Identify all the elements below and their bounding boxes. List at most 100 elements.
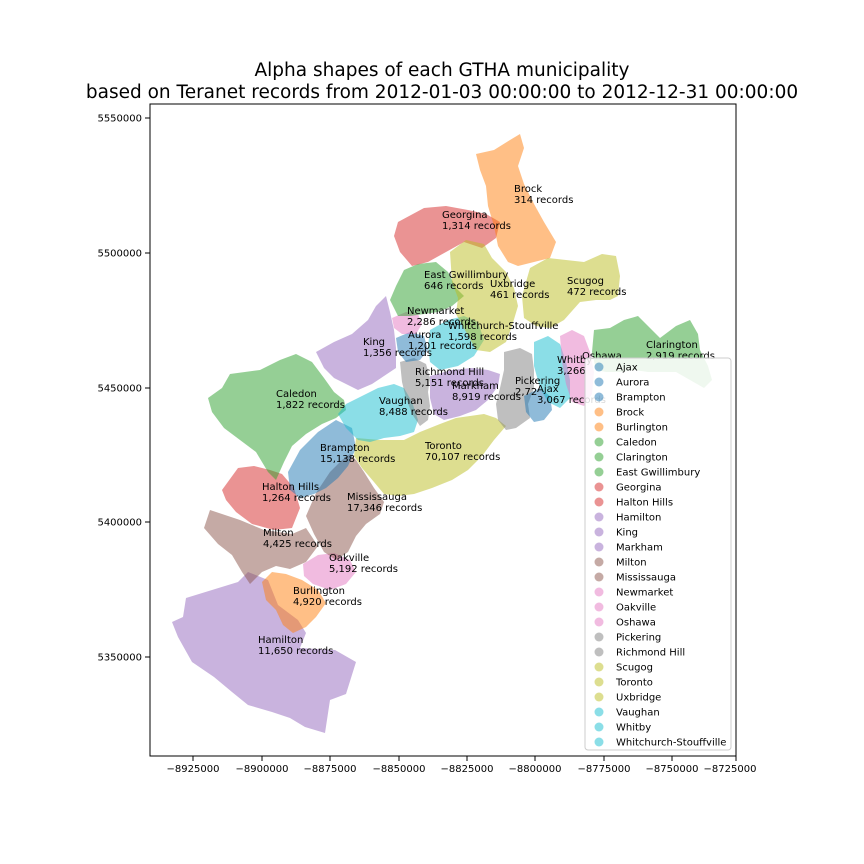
x-tick-label: −8775000: [578, 764, 631, 775]
label-toronto-records: 70,107 records: [425, 452, 500, 463]
label-brampton-name: Brampton: [320, 443, 370, 454]
municipality-regions: [172, 134, 712, 733]
x-tick-label: −8875000: [304, 764, 357, 775]
label-mississauga-records: 17,346 records: [347, 503, 422, 514]
x-tick-label: −8725000: [704, 764, 757, 775]
legend-marker: [594, 422, 604, 432]
legend-marker: [594, 737, 604, 747]
region-labels: Brock 314 records Georgina 1,314 records…: [258, 184, 715, 657]
legend-label: Markham: [616, 543, 663, 554]
legend-marker: [594, 377, 604, 387]
legend-label: Caledon: [616, 438, 657, 449]
label-georgina-records: 1,314 records: [442, 221, 511, 232]
label-clarington-name: Clarington: [646, 340, 698, 351]
legend-label: Aurora: [616, 378, 649, 389]
legend-marker: [594, 557, 604, 567]
legend-marker: [594, 707, 604, 717]
label-aurora-name: Aurora: [408, 330, 441, 341]
legend-marker: [594, 662, 604, 672]
label-burlington-records: 4,920 records: [293, 597, 362, 608]
label-halton-hills-name: Halton Hills: [262, 482, 319, 493]
region-burlington: [262, 572, 326, 633]
label-ajax-records: 3,067 records: [537, 395, 606, 406]
region-king: [316, 296, 396, 390]
region-scugog: [522, 254, 620, 328]
region-uxbridge: [450, 240, 518, 352]
legend-label: Hamilton: [616, 513, 661, 524]
legend-marker: [594, 587, 604, 597]
y-tick-label: 5550000: [97, 114, 142, 125]
legend-marker: [594, 632, 604, 642]
map-title-line-1: Alpha shapes of each GTHA municipality: [255, 60, 630, 81]
label-clarington-records: 2,919 records: [646, 351, 715, 362]
label-pickering-name: Pickering: [515, 376, 560, 387]
legend-label: Halton Hills: [616, 498, 673, 509]
label-east-gwillimbury-name: East Gwillimbury: [424, 270, 508, 281]
x-axis: −8925000 −8900000 −8875000 −8850000 −882…: [167, 756, 757, 775]
legend-label: Whitchurch-Stouffville: [616, 738, 726, 749]
x-tick-label: −8850000: [373, 764, 426, 775]
legend-marker: [594, 362, 604, 372]
region-markham: [430, 368, 500, 420]
legend-marker: [594, 542, 604, 552]
region-vaughan: [338, 384, 418, 442]
label-whitby-name: Whitby: [557, 355, 592, 366]
x-tick-label: −8900000: [236, 764, 289, 775]
legend-marker: [594, 722, 604, 732]
axes-frame: [149, 103, 737, 757]
legend-label: Uxbridge: [616, 693, 661, 704]
y-tick-label: 5400000: [97, 518, 142, 529]
label-newmarket-name: Newmarket: [407, 306, 464, 317]
map-title-line-2: based on Teranet records from 2012-01-03…: [86, 82, 798, 103]
label-richmond-hill-records: 5,151 records: [415, 378, 484, 389]
label-ajax-name: Ajax: [537, 384, 559, 395]
x-tick-label: −8825000: [441, 764, 494, 775]
label-brampton-records: 15,138 records: [320, 454, 395, 465]
legend-label: Richmond Hill: [616, 648, 685, 659]
legend-marker: [594, 527, 604, 537]
region-georgina: [394, 206, 500, 266]
label-whitchurch-stouffville-name: Whitchurch-Stouffville: [448, 321, 558, 332]
legend-label: Pickering: [616, 633, 661, 644]
legend-marker: [594, 437, 604, 447]
region-pickering: [496, 348, 534, 430]
label-scugog-name: Scugog: [567, 276, 604, 287]
label-vaughan-records: 8,488 records: [379, 407, 448, 418]
label-caledon-name: Caledon: [276, 389, 317, 400]
region-aurora: [396, 332, 428, 362]
label-oakville-name: Oakville: [329, 553, 369, 564]
x-tick-label: −8800000: [509, 764, 562, 775]
legend-marker: [594, 512, 604, 522]
legend-label: Toronto: [615, 678, 653, 689]
label-uxbridge-name: Uxbridge: [490, 279, 535, 290]
legend-marker: [594, 497, 604, 507]
label-burlington-name: Burlington: [293, 586, 345, 597]
label-whitby-records: 3,266: [557, 366, 586, 377]
label-toronto-name: Toronto: [424, 441, 462, 452]
legend-marker: [594, 617, 604, 627]
legend-label: Brampton: [616, 393, 666, 404]
legend-marker: [594, 452, 604, 462]
legend-label: Scugog: [616, 663, 653, 674]
legend-marker: [594, 467, 604, 477]
label-pickering-records: 2,72: [515, 387, 537, 398]
region-caledon: [208, 354, 346, 480]
legend-label: Georgina: [616, 483, 662, 494]
label-king-name: King: [363, 337, 385, 348]
legend-label: Vaughan: [616, 708, 660, 719]
legend-label: Brock: [616, 408, 644, 419]
legend-marker: [594, 677, 604, 687]
region-whitby: [534, 336, 570, 408]
x-tick-label: −8925000: [167, 764, 220, 775]
legend: Ajax Aurora Brampton Brock Burlington Caledon…: [584, 357, 732, 751]
region-richmond-hill: [400, 358, 430, 426]
label-milton-name: Milton: [263, 528, 294, 539]
legend-marker: [594, 602, 604, 612]
legend-label: Ajax: [616, 363, 638, 374]
legend-label: Clarington: [616, 453, 668, 464]
region-hamilton: [172, 572, 356, 733]
y-tick-label: 5500000: [97, 249, 142, 260]
legend-marker: [594, 572, 604, 582]
label-brock-name: Brock: [514, 184, 542, 195]
